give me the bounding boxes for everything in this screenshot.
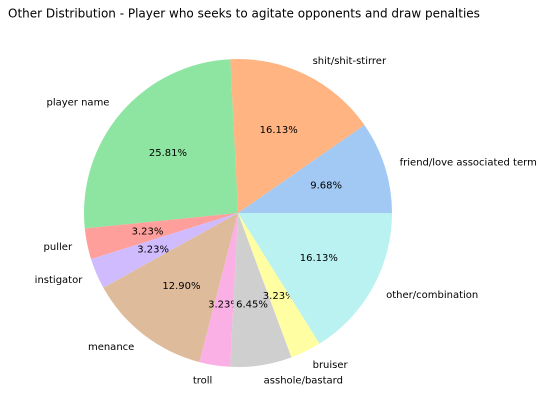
slice-label: bruiser [313, 360, 349, 371]
value-label: 3.23% [263, 291, 295, 302]
pie-slice [230, 213, 292, 368]
chart-title: Other Distribution - Player who seeks to… [8, 7, 480, 21]
value-label: 16.13% [260, 125, 298, 136]
value-label: 6.45% [236, 299, 268, 310]
slice-label: other/combination [386, 290, 478, 301]
pie-slice [199, 213, 238, 367]
pie-slice [230, 59, 365, 214]
slice-label: instigator [35, 275, 84, 286]
slice-label: puller [44, 242, 73, 253]
pie-slice [238, 125, 392, 213]
value-label: 25.81% [149, 148, 187, 159]
value-label: 16.13% [300, 253, 338, 264]
slice-label: player name [46, 98, 109, 109]
value-label: 3.23% [132, 227, 164, 238]
pie-slice [84, 213, 238, 260]
value-label: 9.68% [310, 180, 342, 191]
pie-slice [103, 213, 238, 363]
pie-slice [83, 59, 239, 229]
pie-slice [238, 213, 392, 344]
value-label: 12.90% [162, 281, 200, 292]
slice-label: asshole/bastard [264, 375, 343, 386]
value-label: 3.23% [137, 244, 169, 255]
slice-label: menance [88, 342, 134, 353]
slice-label: friend/love associated term [400, 157, 537, 168]
slice-label: troll [193, 375, 213, 386]
value-label: 3.23% [208, 299, 240, 310]
pie-slice [238, 213, 320, 358]
slice-label: shit/shit-stirrer [313, 56, 387, 67]
pie-slice [91, 213, 238, 288]
